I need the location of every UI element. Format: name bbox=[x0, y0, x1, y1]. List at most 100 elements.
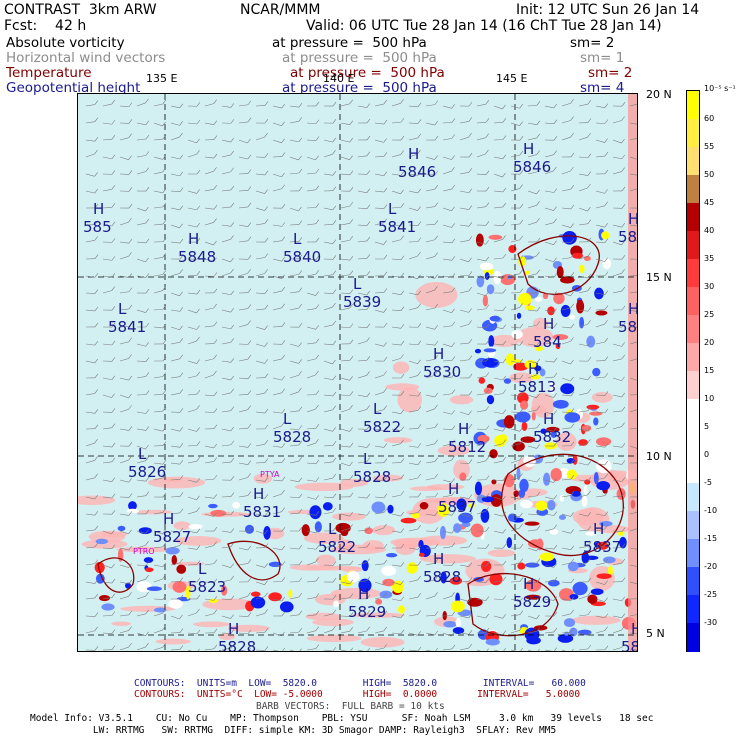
wind-barb-flag bbox=[604, 138, 608, 143]
height-center-value: 5828 bbox=[218, 638, 256, 651]
colorbar-tick-label: 50 bbox=[704, 170, 715, 179]
height-center-letter: L bbox=[118, 300, 127, 318]
wind-barb-flag bbox=[553, 627, 558, 633]
wind-barb-flag bbox=[468, 542, 473, 548]
wind-barb bbox=[391, 154, 401, 158]
wind-barb-flag bbox=[417, 646, 422, 651]
wind-barb-flag bbox=[621, 527, 626, 532]
wind-barb bbox=[221, 647, 231, 651]
wind-barb-flag bbox=[570, 512, 574, 517]
wind-barb bbox=[255, 360, 265, 364]
wind-barb-flag bbox=[315, 610, 320, 616]
wind-barb bbox=[102, 547, 112, 549]
wind-barb bbox=[340, 630, 350, 634]
wind-barb bbox=[357, 105, 367, 108]
wind-barb bbox=[204, 207, 214, 210]
wind-barb bbox=[374, 392, 384, 396]
wind-barb bbox=[425, 632, 435, 636]
wind-barb-flag bbox=[298, 387, 302, 393]
wind-barb-flag bbox=[230, 492, 235, 497]
wind-barb bbox=[527, 154, 537, 158]
wind-barb-flag bbox=[315, 404, 319, 410]
wind-barb-flag bbox=[366, 610, 371, 615]
wind-barb-flag bbox=[468, 527, 473, 532]
wind-barb bbox=[119, 137, 129, 141]
wind-barb-flag bbox=[400, 490, 405, 496]
wind-barb bbox=[272, 411, 282, 414]
wind-barb-flag bbox=[332, 149, 336, 155]
wind-barb-flag bbox=[502, 528, 506, 534]
wind-barb bbox=[221, 309, 231, 313]
wind-barb bbox=[391, 309, 401, 312]
wind-barb-flag bbox=[553, 166, 557, 172]
colorbar-swatch bbox=[687, 511, 699, 540]
wind-barb bbox=[357, 359, 367, 362]
wind-barb bbox=[102, 496, 112, 499]
wind-barb-flag bbox=[298, 323, 303, 328]
wind-barb-flag bbox=[519, 269, 523, 274]
wind-barb-flag bbox=[213, 257, 217, 262]
wind-barb-flag bbox=[553, 544, 558, 550]
vorticity-cell bbox=[569, 627, 578, 637]
wind-barb bbox=[578, 136, 588, 141]
wind-barb bbox=[493, 173, 503, 178]
wind-barb-flag bbox=[366, 188, 371, 194]
height-center-value: 5828 bbox=[423, 568, 461, 586]
wind-barb bbox=[459, 258, 469, 263]
wind-barb-flag bbox=[281, 274, 285, 279]
wind-barb bbox=[238, 190, 249, 192]
wind-barb bbox=[476, 615, 486, 619]
wind-barb-flag bbox=[434, 220, 439, 225]
wind-barb bbox=[85, 393, 95, 396]
wind-barb bbox=[153, 477, 163, 481]
wind-barb-flag bbox=[111, 529, 115, 535]
wind-barb bbox=[595, 224, 605, 228]
wind-barb-flag bbox=[604, 473, 609, 479]
wind-barb bbox=[544, 105, 554, 109]
height-center-letter: L bbox=[138, 445, 147, 463]
vorticity-cell bbox=[309, 505, 322, 520]
wind-barb bbox=[510, 477, 520, 481]
wind-barb-flag bbox=[298, 303, 303, 309]
colorbar-tick-label: -25 bbox=[704, 590, 718, 599]
wind-barb-flag bbox=[281, 489, 285, 495]
wind-barb-flag bbox=[128, 545, 133, 551]
wind-barb-flag bbox=[162, 188, 167, 193]
wind-barb-flag bbox=[315, 325, 319, 330]
vorticity-patch bbox=[360, 636, 405, 648]
wind-barb-flag bbox=[196, 427, 200, 432]
vorticity-cell bbox=[406, 562, 418, 574]
wind-barb bbox=[85, 104, 95, 107]
wind-barb-flag bbox=[570, 459, 575, 464]
wind-barb-flag bbox=[536, 150, 540, 155]
wind-barb-flag bbox=[162, 406, 167, 412]
wind-barb bbox=[459, 275, 469, 277]
wind-barb bbox=[204, 241, 214, 246]
wind-barb bbox=[374, 207, 385, 209]
wind-barb bbox=[255, 411, 265, 414]
wind-barb-flag bbox=[417, 610, 422, 615]
wind-barb-flag bbox=[587, 460, 591, 466]
wind-barb bbox=[510, 105, 520, 109]
wind-barb-flag bbox=[553, 441, 558, 447]
wind-barb-flag bbox=[281, 631, 285, 637]
vorticity-cell bbox=[437, 503, 450, 517]
wind-barb-flag bbox=[298, 610, 303, 615]
wind-barb-flag bbox=[281, 561, 286, 566]
wind-barb bbox=[527, 360, 537, 364]
wind-barb bbox=[255, 392, 265, 396]
wind-barb-flag bbox=[94, 409, 99, 414]
wind-barb bbox=[323, 545, 333, 549]
wind-barb-flag bbox=[502, 476, 507, 481]
wind-barb-flag bbox=[111, 221, 116, 227]
wind-barb bbox=[306, 530, 316, 534]
wind-barb bbox=[595, 341, 605, 345]
wind-barb bbox=[493, 443, 503, 447]
wind-barb bbox=[306, 513, 316, 516]
wind-barb-flag bbox=[400, 458, 405, 463]
wind-barb bbox=[136, 171, 146, 175]
vorticity-cell bbox=[524, 305, 535, 311]
wind-barb bbox=[323, 324, 333, 328]
wind-barb-flag bbox=[587, 206, 591, 212]
vorticity-cell bbox=[513, 362, 529, 371]
